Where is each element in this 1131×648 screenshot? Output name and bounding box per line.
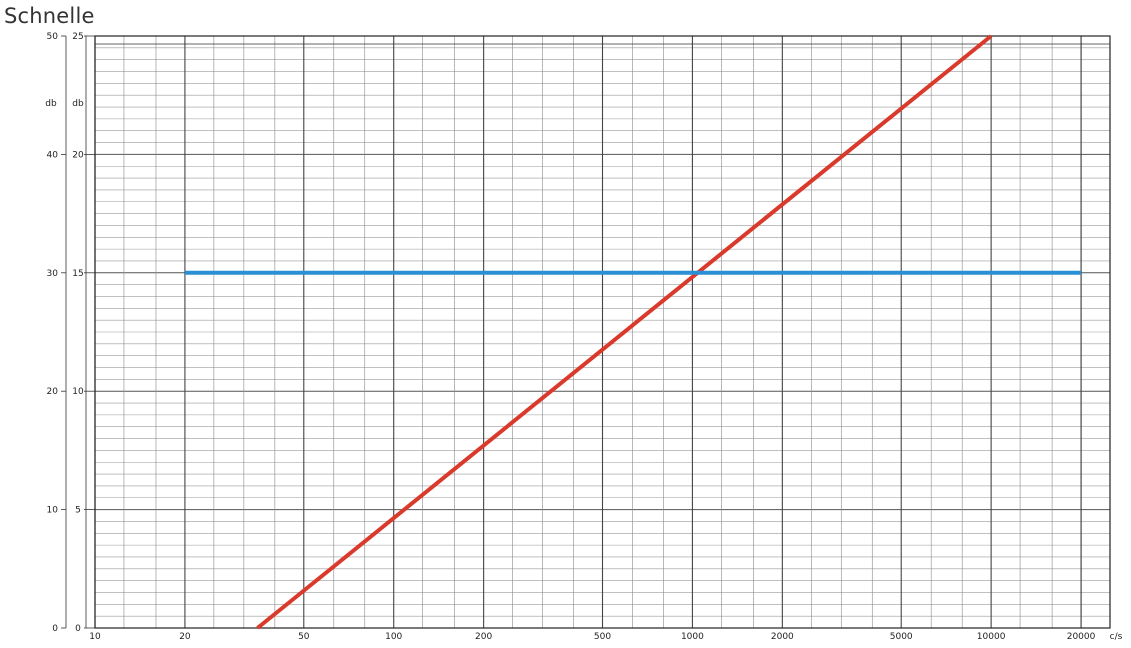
- y-tick-label-db2: 15: [72, 269, 83, 279]
- x-tick-label: 2000: [771, 632, 794, 642]
- x-unit-label: c/s: [1110, 632, 1123, 642]
- y-tick-label-db: 40: [47, 150, 59, 160]
- y-tick-label-db2: 10: [72, 387, 84, 397]
- y-tick-label-db: 30: [47, 269, 59, 279]
- plot-border: [94, 35, 1111, 629]
- x-tick-label: 200: [475, 632, 492, 642]
- y-tick-label-db: 0: [52, 624, 58, 634]
- x-tick-label: 50: [298, 632, 310, 642]
- series-line-1: [256, 34, 993, 630]
- y-tick-label-db2: 0: [75, 624, 81, 634]
- x-tick-label: 10000: [977, 632, 1006, 642]
- y-unit-label: db: [45, 99, 57, 109]
- y-tick-label-db: 50: [47, 32, 59, 42]
- x-tick-label: 20: [179, 632, 191, 642]
- chart-grid: [94, 35, 1111, 629]
- y-tick-label-db: 20: [47, 387, 59, 397]
- y-tick-label-db: 10: [47, 506, 59, 516]
- chart-series: [184, 34, 1082, 630]
- x-tick-label: 100: [385, 632, 402, 642]
- x-tick-label: 20000: [1067, 632, 1096, 642]
- y-tick-label-db2: 20: [72, 150, 84, 160]
- y-axis-ticks: 0 10 20 30 40 50 0 5 10 15 20 25 db db: [45, 32, 95, 634]
- x-tick-label: 10: [89, 632, 101, 642]
- y-unit-label-2: db: [72, 99, 84, 109]
- x-tick-label: 1000: [681, 632, 704, 642]
- x-axis-ticks: 10 20 50 100 200 500 1000 2000 5000 10000 20000 c/s: [89, 632, 1122, 642]
- page-title: Schnelle: [4, 4, 95, 28]
- x-tick-label: 5000: [890, 632, 913, 642]
- x-tick-label: 500: [594, 632, 611, 642]
- y-tick-label-db2: 5: [75, 506, 81, 516]
- chart-frame: [94, 35, 1111, 629]
- y-tick-label-db2: 25: [72, 32, 83, 42]
